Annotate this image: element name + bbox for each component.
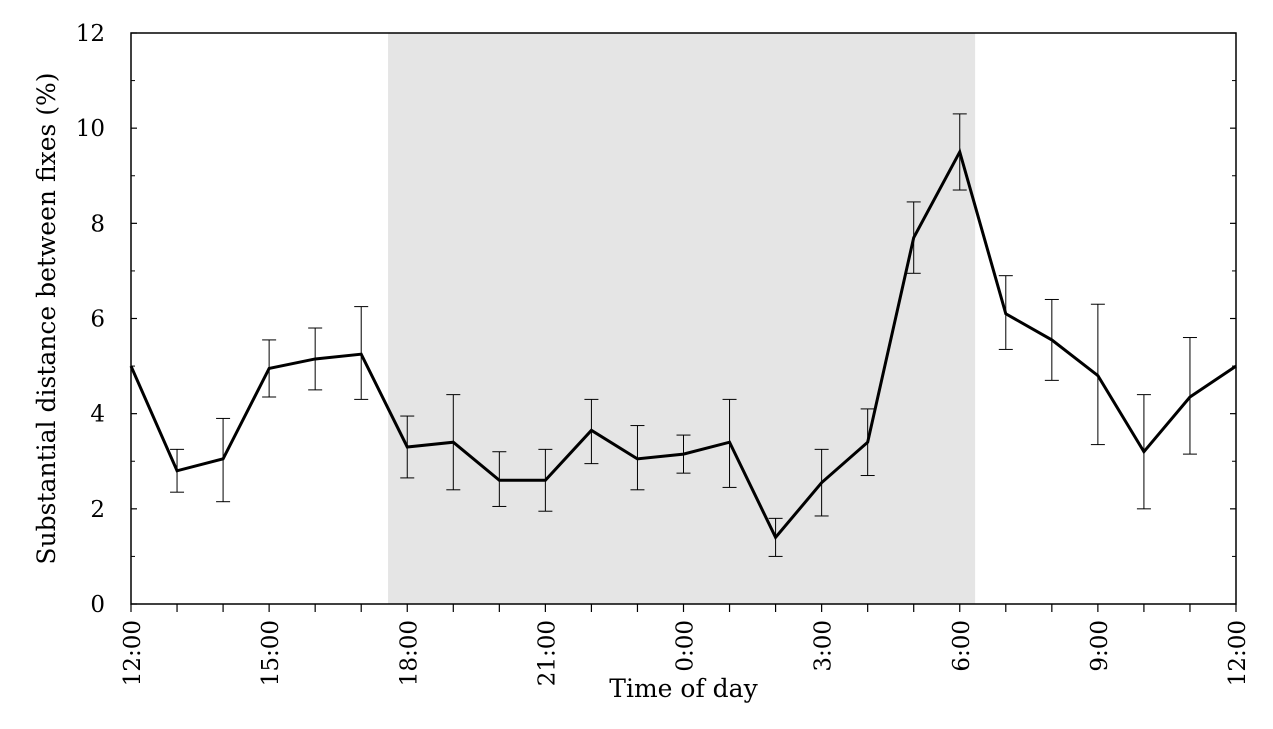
x-tick-label: 0:00 bbox=[673, 620, 699, 672]
y-tick-label: 12 bbox=[76, 21, 105, 47]
x-axis: 12:00 15:00 18:00 21:00 0:00 3:00 6:00 9:00 12:0… bbox=[120, 604, 1251, 686]
y-tick-label: 10 bbox=[76, 116, 105, 142]
x-tick-label: 15:00 bbox=[258, 620, 284, 686]
y-axis-title: Substantial distance between fixes (%) bbox=[32, 72, 61, 564]
x-tick-label: 9:00 bbox=[1087, 620, 1113, 672]
night-shading-band bbox=[388, 33, 976, 604]
x-tick-label: 18:00 bbox=[396, 620, 422, 686]
y-tick-label: 6 bbox=[90, 307, 105, 333]
y-tick-label: 0 bbox=[90, 592, 105, 618]
series-line bbox=[129, 147, 1237, 541]
x-tick-label: 21:00 bbox=[534, 620, 560, 686]
y-tick-label: 4 bbox=[90, 402, 105, 428]
y-tick-label: 8 bbox=[90, 211, 105, 237]
night-shading-layer bbox=[388, 33, 976, 604]
x-tick-label: 12:00 bbox=[120, 620, 146, 686]
x-tick-label: 12:00 bbox=[1225, 620, 1251, 686]
series-lines bbox=[129, 147, 1237, 541]
x-axis-title: Time of day bbox=[609, 674, 758, 703]
x-tick-label: 6:00 bbox=[949, 620, 975, 672]
x-tick-label: 3:00 bbox=[811, 620, 837, 672]
y-tick-label: 2 bbox=[90, 497, 105, 523]
y-axis: 0 2 4 6 8 10 12 bbox=[76, 21, 1236, 618]
